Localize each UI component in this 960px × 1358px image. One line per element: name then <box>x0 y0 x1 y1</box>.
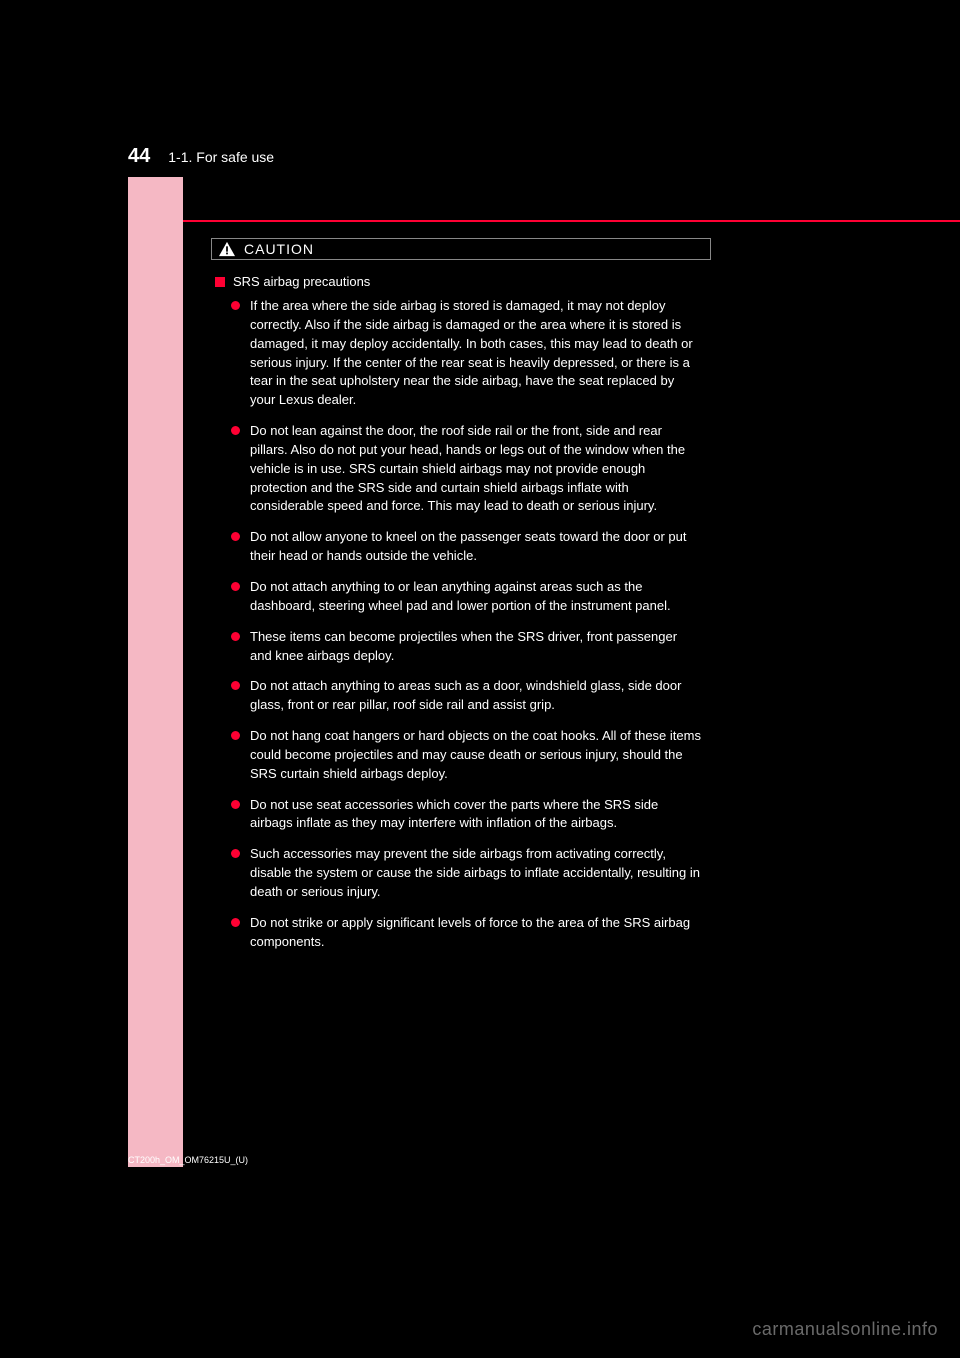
document-code: CT200h_OM_OM76215U_(U) <box>128 1155 248 1165</box>
list-item: Do not attach anything to or lean anythi… <box>231 578 701 616</box>
subsection-marker-icon <box>215 277 225 287</box>
list-item: Do not attach anything to areas such as … <box>231 677 701 715</box>
section-tab-sidebar <box>128 177 183 1167</box>
list-item: Do not allow anyone to kneel on the pass… <box>231 528 701 566</box>
page-number: 44 <box>128 145 150 168</box>
bullet-icon <box>231 800 240 809</box>
subsection-title: SRS airbag precautions <box>233 274 370 289</box>
caution-bullet-list: If the area where the side airbag is sto… <box>215 297 701 951</box>
bullet-icon <box>231 426 240 435</box>
content-area: CAUTION SRS airbag precautions If the ar… <box>183 220 848 973</box>
bullet-text: Do not strike or apply significant level… <box>250 914 701 952</box>
bullet-text: Such accessories may prevent the side ai… <box>250 845 701 902</box>
subsection-header: SRS airbag precautions <box>215 274 701 289</box>
bullet-icon <box>231 731 240 740</box>
warning-triangle-icon <box>218 241 236 257</box>
bullet-text: Do not attach anything to areas such as … <box>250 677 701 715</box>
list-item: Do not hang coat hangers or hard objects… <box>231 727 701 784</box>
bullet-icon <box>231 632 240 641</box>
bullet-text: Do not allow anyone to kneel on the pass… <box>250 528 701 566</box>
list-item: These items can become projectiles when … <box>231 628 701 666</box>
bullet-icon <box>231 532 240 541</box>
list-item: Do not use seat accessories which cover … <box>231 796 701 834</box>
page-header: 44 1-1. For safe use <box>128 145 848 168</box>
bullet-text: Do not lean against the door, the roof s… <box>250 422 701 516</box>
list-item: Such accessories may prevent the side ai… <box>231 845 701 902</box>
bullet-icon <box>231 918 240 927</box>
caution-header: CAUTION <box>211 238 711 260</box>
bullet-icon <box>231 849 240 858</box>
caution-title: CAUTION <box>244 241 314 257</box>
caution-box: CAUTION SRS airbag precautions If the ar… <box>211 238 711 973</box>
bullet-icon <box>231 582 240 591</box>
bullet-text: If the area where the side airbag is sto… <box>250 297 701 410</box>
caution-content: SRS airbag precautions If the area where… <box>211 260 711 973</box>
list-item: Do not strike or apply significant level… <box>231 914 701 952</box>
manual-page: 44 1-1. For safe use CAUTION SRS airbag … <box>128 145 848 1165</box>
bullet-text: Do not hang coat hangers or hard objects… <box>250 727 701 784</box>
bullet-text: These items can become projectiles when … <box>250 628 701 666</box>
list-item: If the area where the side airbag is sto… <box>231 297 701 410</box>
bullet-text: Do not use seat accessories which cover … <box>250 796 701 834</box>
bullet-text: Do not attach anything to or lean anythi… <box>250 578 701 616</box>
section-header: 1-1. For safe use <box>168 149 274 165</box>
bullet-icon <box>231 301 240 310</box>
bullet-icon <box>231 681 240 690</box>
list-item: Do not lean against the door, the roof s… <box>231 422 701 516</box>
watermark: carmanualsonline.info <box>752 1319 938 1340</box>
